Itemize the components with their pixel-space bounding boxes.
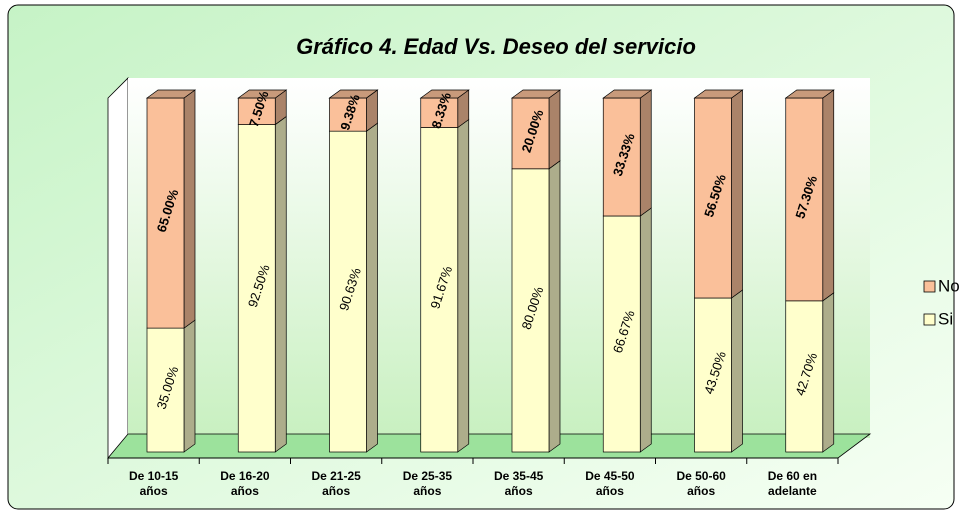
legend-swatch (923, 280, 936, 293)
bar-side (639, 207, 652, 453)
x-tick-label: De 16-20 años (220, 469, 270, 498)
bar-side (548, 89, 561, 170)
x-tick-label: De 10-15 años (128, 469, 179, 498)
x-tick-label: De 60 en adelante (767, 469, 818, 498)
bar-side (366, 122, 378, 453)
bar (694, 297, 732, 453)
x-tick-label: De 25-35 años (402, 469, 453, 498)
bar (146, 327, 185, 453)
bar (602, 97, 641, 217)
bar-side (274, 115, 287, 453)
bar-side (183, 89, 196, 329)
bar (420, 127, 459, 453)
x-tick-label: De 45-50 años (585, 469, 635, 498)
bar-side (731, 89, 743, 299)
back-wall (128, 78, 870, 438)
bar-top (145, 89, 197, 99)
x-tick-label: De 21-25 años (311, 469, 361, 498)
bar (146, 97, 185, 329)
bar (785, 97, 824, 302)
bar (329, 130, 367, 453)
side-wall (107, 77, 129, 459)
bar (420, 97, 459, 128)
bar-top (419, 89, 470, 99)
bar (329, 97, 367, 132)
bar-top (510, 89, 562, 99)
legend-label: No (938, 276, 960, 295)
bar-side (731, 289, 743, 453)
legend-swatch (923, 313, 936, 326)
bar-top (784, 89, 835, 99)
bar-side (548, 160, 561, 453)
bar-top (602, 89, 653, 99)
legend-label: Si (938, 309, 953, 328)
bar (785, 300, 824, 453)
bar-side (822, 89, 835, 302)
floor (107, 433, 872, 459)
bar (602, 215, 641, 453)
x-tick-label: De 50-60 años (676, 469, 726, 498)
bar (694, 97, 732, 299)
chart-title: Gráfico 4. Edad Vs. Deseo del servicio (296, 34, 696, 59)
bar-side (457, 118, 470, 453)
bar (237, 124, 276, 453)
bar-side (822, 292, 835, 453)
bar-side (183, 319, 196, 453)
bar-top (693, 89, 744, 99)
bar (511, 97, 550, 170)
bar-top (328, 89, 379, 99)
bar-top (237, 89, 288, 99)
x-tick-label: De 35-45 años (493, 469, 544, 498)
bar (511, 168, 550, 453)
bar-side (639, 89, 652, 217)
